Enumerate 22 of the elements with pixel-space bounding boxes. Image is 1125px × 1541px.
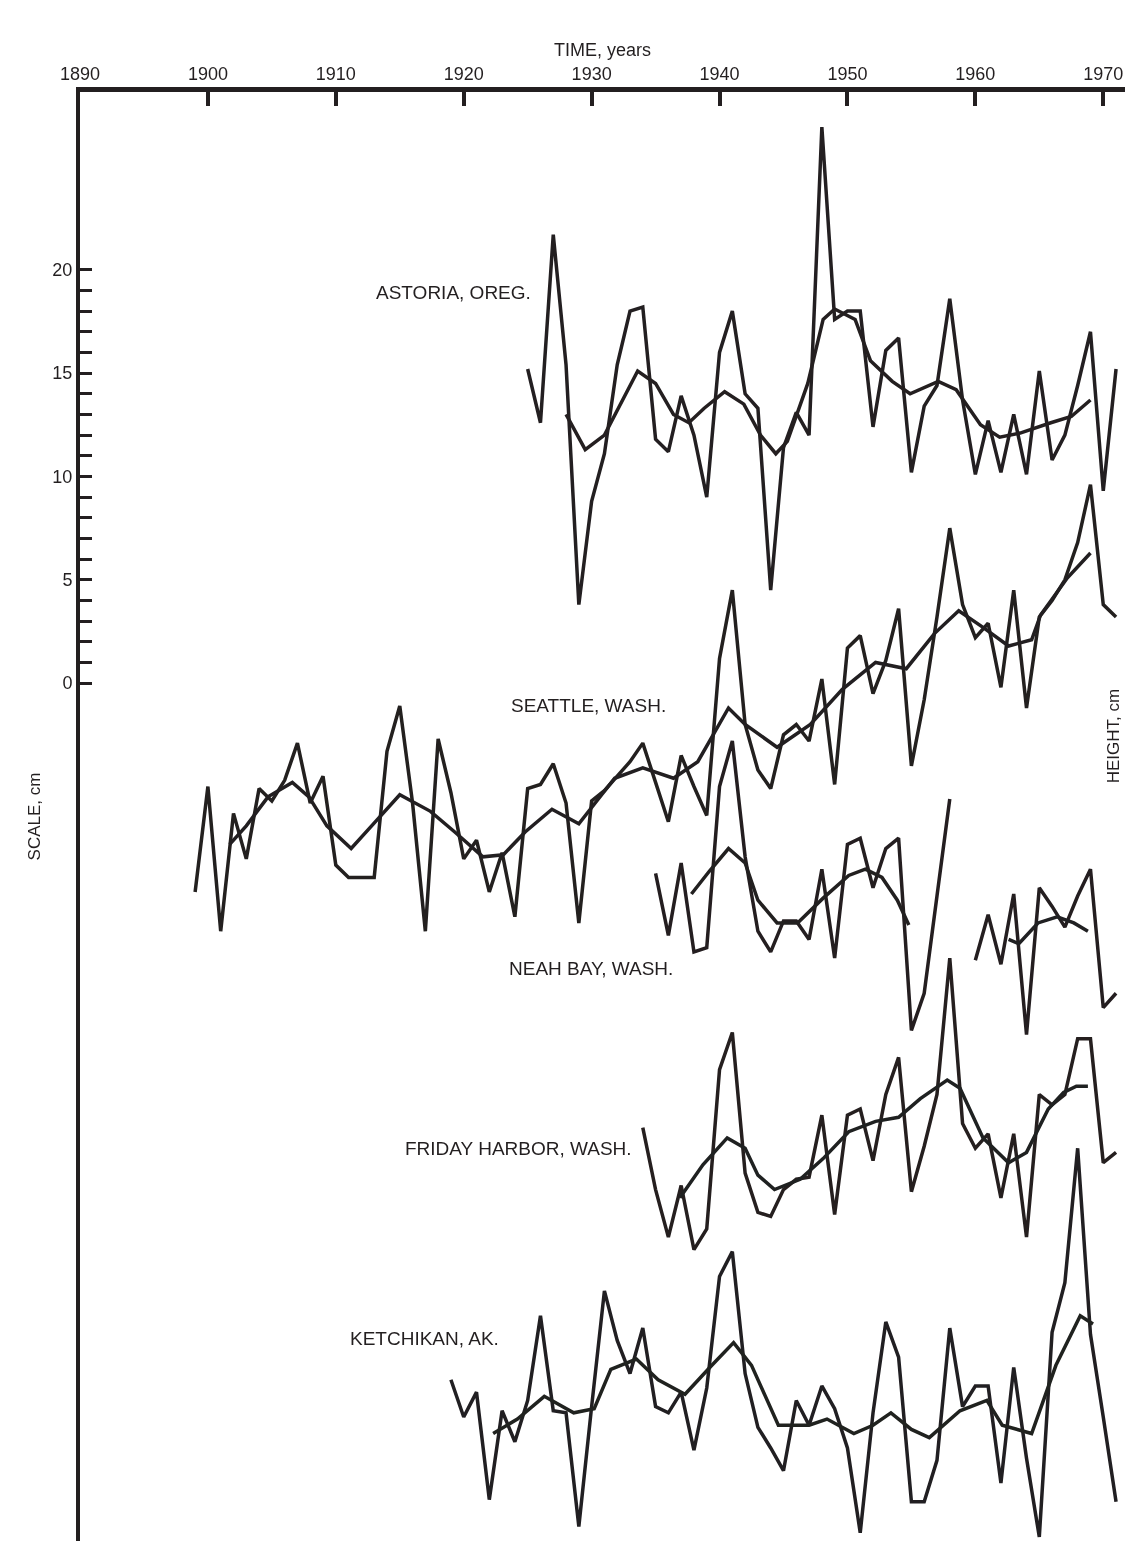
annotation: HEIGHT, cm bbox=[1103, 688, 1123, 784]
y-tick-label: 0 bbox=[62, 673, 73, 694]
x-axis-title: TIME, years bbox=[553, 40, 652, 60]
series-label: SEATTLE, WASH. bbox=[511, 695, 667, 716]
y-tick-label: 15 bbox=[52, 363, 73, 384]
series-label: FRIDAY HARBOR, WASH. bbox=[405, 1138, 632, 1159]
x-tick-label: 1970 bbox=[1083, 63, 1124, 84]
x-tick-label: 1920 bbox=[443, 63, 484, 84]
y-tick-label: 10 bbox=[52, 466, 73, 487]
y-tick-label: 5 bbox=[62, 570, 73, 591]
x-tick-label: 1940 bbox=[699, 63, 740, 84]
series-label: KETCHIKAN, AK. bbox=[350, 1328, 499, 1349]
series-label: ASTORIA, OREG. bbox=[376, 282, 531, 303]
x-tick-label: 1910 bbox=[315, 63, 356, 84]
y-tick-label: 20 bbox=[52, 260, 73, 281]
series-label: NEAH BAY, WASH. bbox=[509, 958, 674, 979]
x-tick-label: 1890 bbox=[59, 63, 101, 84]
y-axis-title: SCALE, cm bbox=[25, 772, 45, 861]
x-tick-label: 1960 bbox=[955, 63, 996, 84]
x-tick-label: 1900 bbox=[187, 63, 228, 84]
x-tick-label: 1930 bbox=[571, 63, 612, 84]
x-tick-label: 1950 bbox=[827, 63, 868, 84]
